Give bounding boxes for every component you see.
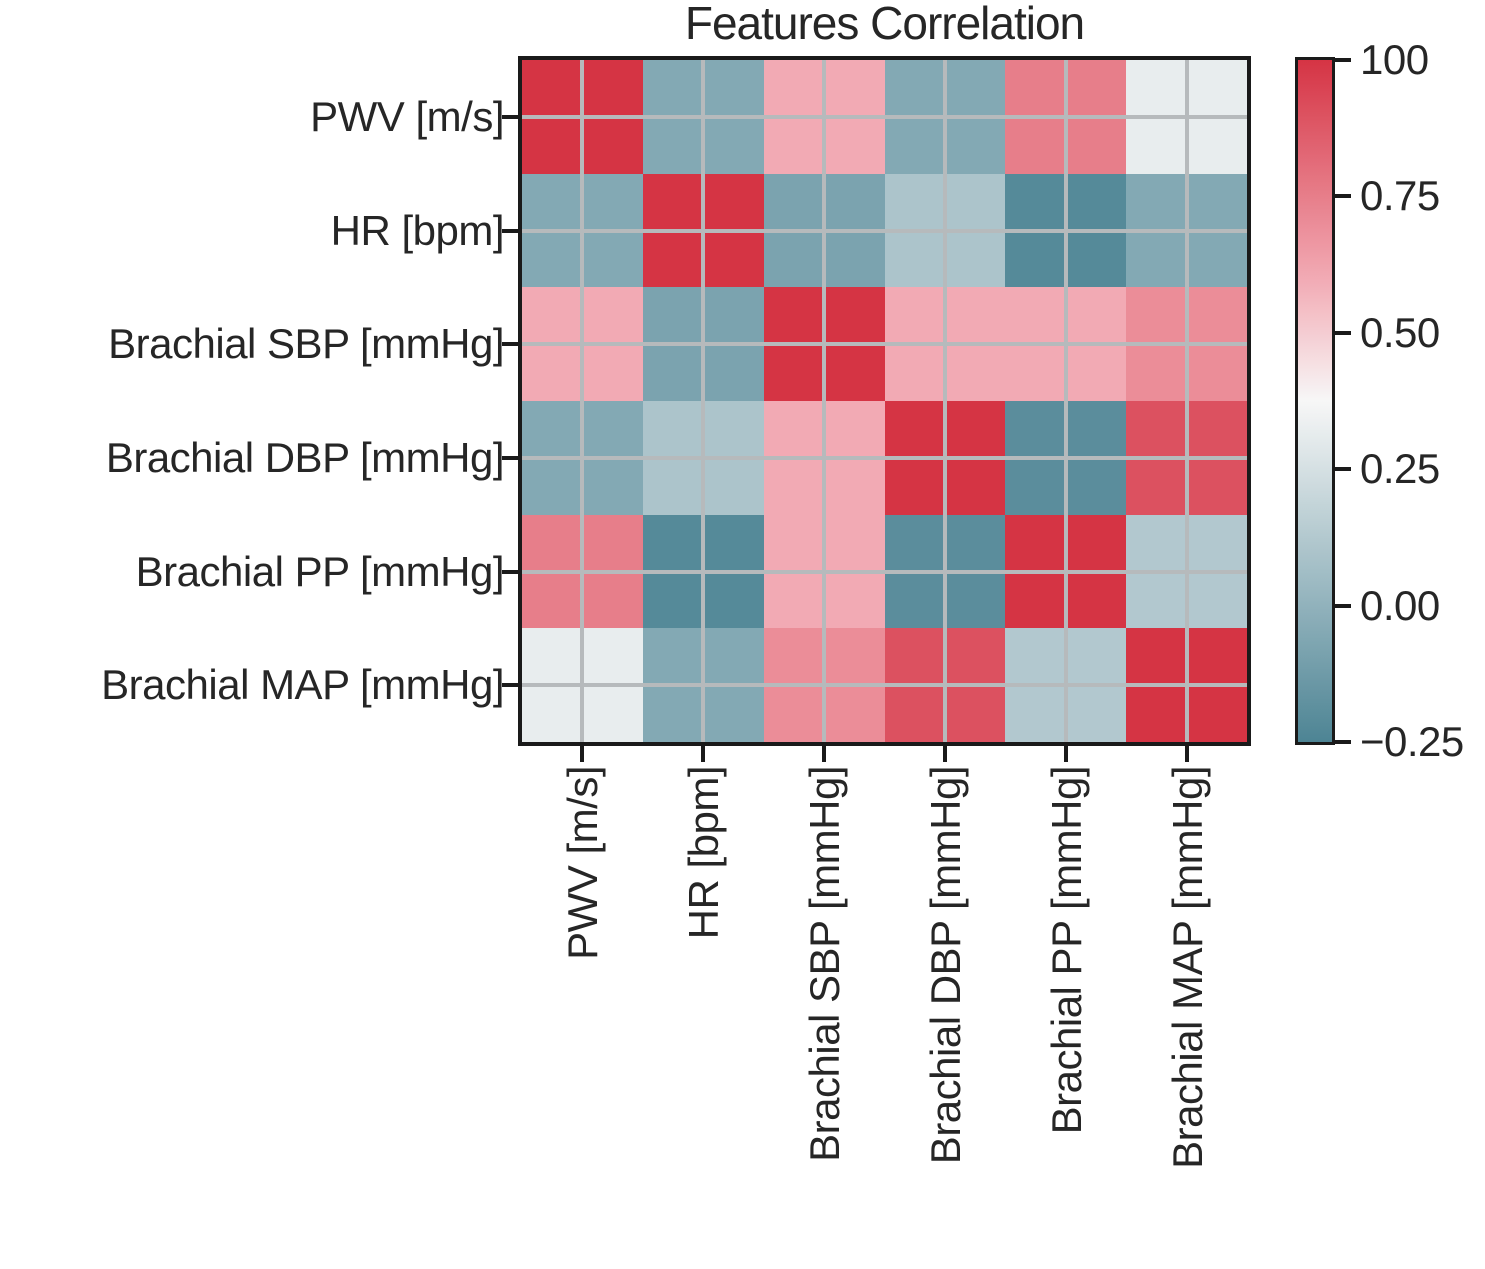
gridline-horizontal bbox=[522, 456, 1247, 460]
gridline-horizontal bbox=[522, 342, 1247, 346]
y-axis-label: PWV [m/s] bbox=[310, 93, 504, 140]
gridline-vertical bbox=[580, 60, 584, 742]
colorbar-tick-label: 0.50 bbox=[1360, 309, 1440, 356]
gridline-vertical bbox=[1064, 60, 1068, 742]
colorbar-tick bbox=[1335, 331, 1351, 335]
y-axis-label: Brachial PP [mmHg] bbox=[135, 548, 505, 595]
y-tick bbox=[502, 229, 518, 233]
y-axis-label: Brachial DBP [mmHg] bbox=[105, 434, 505, 481]
x-tick bbox=[1185, 746, 1189, 762]
colorbar-tick-label: −0.25 bbox=[1360, 718, 1464, 765]
gridline-vertical bbox=[1185, 60, 1189, 742]
gridline-horizontal bbox=[522, 229, 1247, 233]
gridline-horizontal bbox=[522, 683, 1247, 687]
y-axis-label: HR [bpm] bbox=[330, 207, 505, 254]
x-tick bbox=[1064, 746, 1068, 762]
y-tick bbox=[502, 342, 518, 346]
colorbar-tick bbox=[1335, 740, 1351, 744]
gridline-vertical bbox=[943, 60, 947, 742]
y-tick bbox=[502, 115, 518, 119]
y-tick bbox=[502, 456, 518, 460]
x-axis-label: Brachial DBP [mmHg] bbox=[922, 766, 969, 1165]
gridline-vertical bbox=[822, 60, 826, 742]
colorbar-tick bbox=[1335, 604, 1351, 608]
x-axis-label: PWV [m/s] bbox=[559, 766, 606, 960]
chart-title: Features Correlation bbox=[684, 0, 1085, 49]
x-axis-label: HR [bpm] bbox=[680, 766, 727, 940]
y-axis-label: Brachial SBP [mmHg] bbox=[108, 320, 504, 367]
colorbar-tick-label: 0.25 bbox=[1360, 445, 1440, 492]
gridline-horizontal bbox=[522, 115, 1247, 119]
colorbar-gradient bbox=[1298, 60, 1332, 742]
colorbar-tick-label: 0.75 bbox=[1360, 172, 1440, 219]
x-tick bbox=[580, 746, 584, 762]
colorbar-tick bbox=[1335, 467, 1351, 471]
y-tick bbox=[502, 570, 518, 574]
colorbar-tick bbox=[1335, 58, 1351, 62]
colorbar-tick-label: 0.00 bbox=[1360, 582, 1440, 629]
gridline-vertical bbox=[701, 60, 705, 742]
x-axis-label: Brachial SBP [mmHg] bbox=[801, 766, 848, 1162]
x-axis-label: Brachial MAP [mmHg] bbox=[1164, 766, 1211, 1169]
colorbar-tick bbox=[1335, 194, 1351, 198]
gridline-horizontal bbox=[522, 570, 1247, 574]
y-tick bbox=[502, 683, 518, 687]
colorbar-tick-label: 100 bbox=[1360, 36, 1429, 83]
x-tick bbox=[701, 746, 705, 762]
x-axis-label: Brachial PP [mmHg] bbox=[1043, 766, 1090, 1135]
y-axis-label: Brachial MAP [mmHg] bbox=[101, 661, 504, 708]
x-tick bbox=[943, 746, 947, 762]
x-tick bbox=[822, 746, 826, 762]
